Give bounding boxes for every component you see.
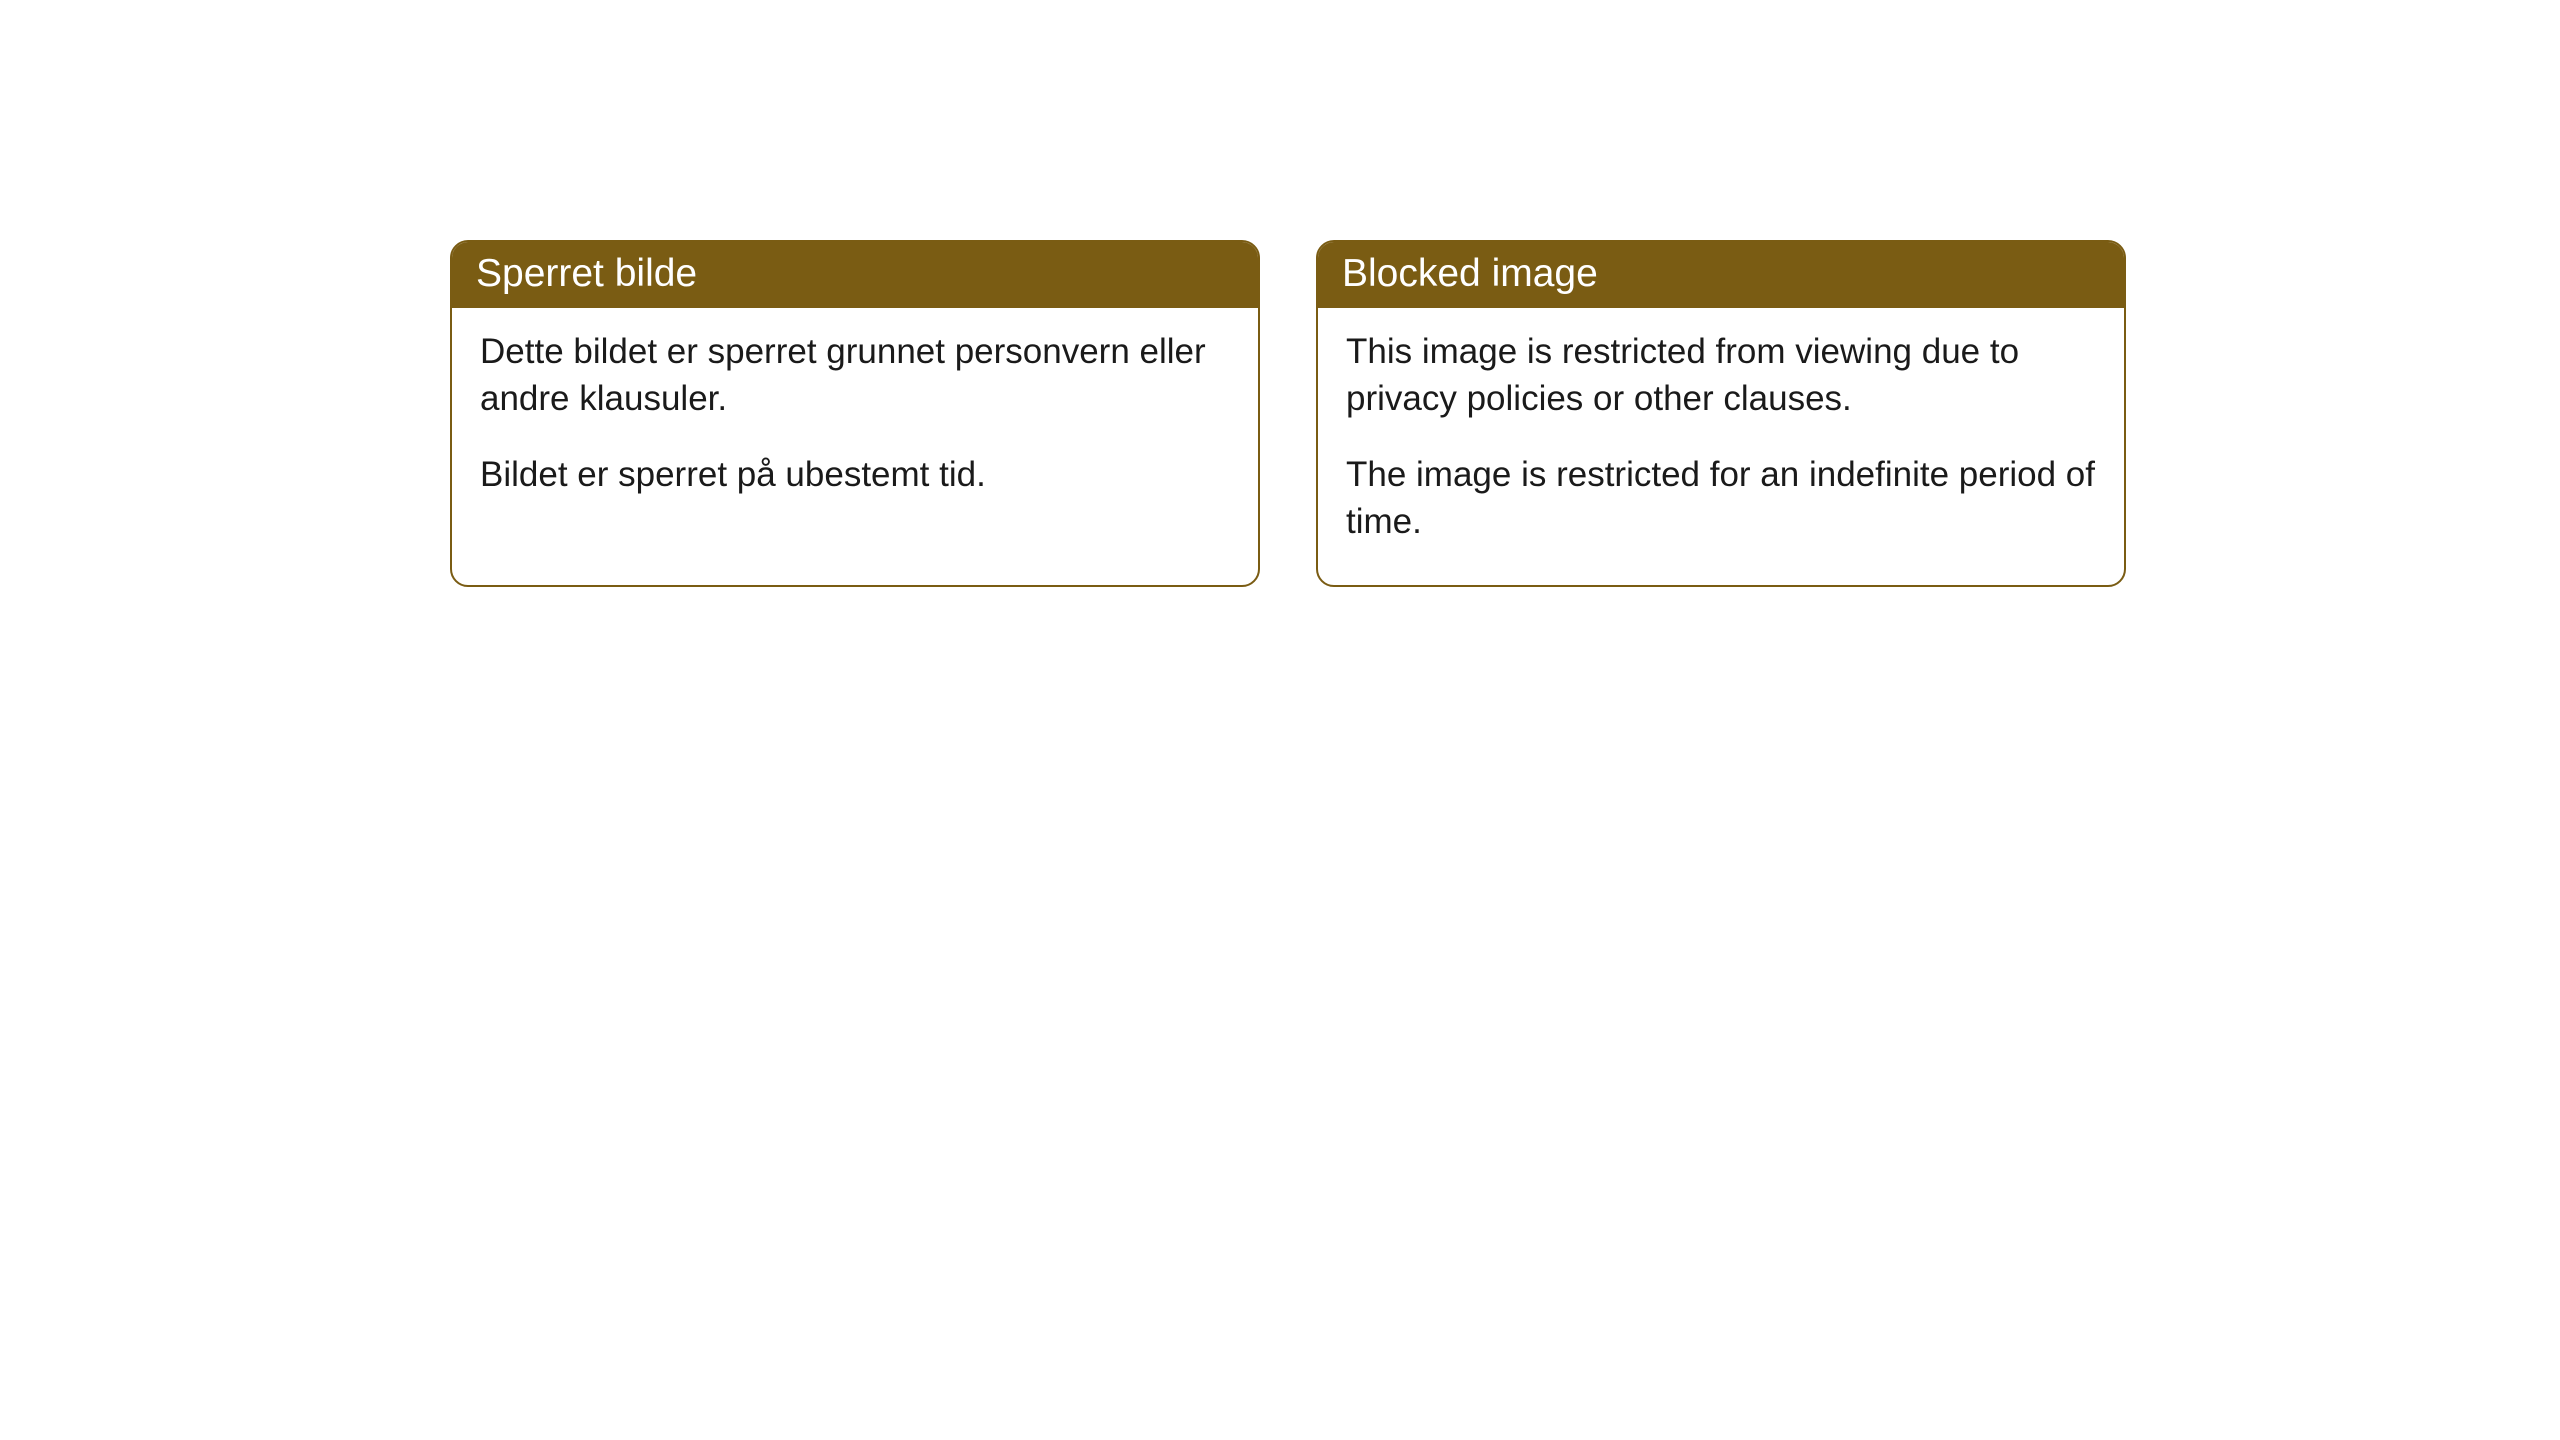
blocked-image-card-no: Sperret bilde Dette bildet er sperret gr… [450, 240, 1260, 587]
card-para1-no: Dette bildet er sperret grunnet personve… [480, 328, 1230, 423]
card-body-no: Dette bildet er sperret grunnet personve… [452, 308, 1258, 538]
card-title-no: Sperret bilde [476, 252, 697, 295]
card-title-en: Blocked image [1342, 252, 1598, 295]
card-para2-no: Bildet er sperret på ubestemt tid. [480, 451, 1230, 498]
card-para1-en: This image is restricted from viewing du… [1346, 328, 2096, 423]
card-body-en: This image is restricted from viewing du… [1318, 308, 2124, 585]
card-header-no: Sperret bilde [452, 242, 1258, 308]
card-header-en: Blocked image [1318, 242, 2124, 308]
card-para2-en: The image is restricted for an indefinit… [1346, 451, 2096, 546]
blocked-image-card-en: Blocked image This image is restricted f… [1316, 240, 2126, 587]
notice-container: Sperret bilde Dette bildet er sperret gr… [0, 0, 2560, 587]
